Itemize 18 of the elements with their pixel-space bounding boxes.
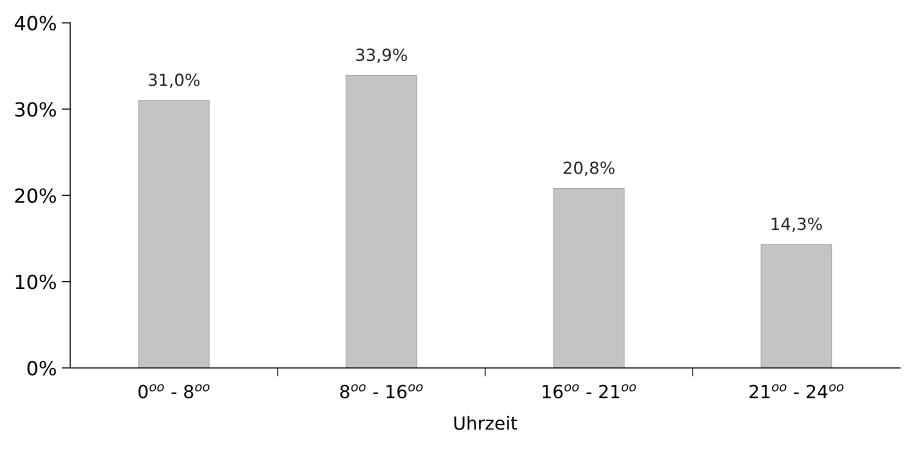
bar bbox=[346, 75, 418, 368]
y-tick-label: 20% bbox=[15, 188, 56, 204]
data-label: 33,9% bbox=[356, 48, 407, 63]
y-tick-label: 30% bbox=[15, 102, 56, 117]
x-tick-label: 8$^{oo}$ - 16$^{oo}$ bbox=[340, 384, 423, 398]
data-label: 14,3% bbox=[772, 218, 822, 232]
bar bbox=[553, 188, 625, 368]
x-tick-label: 21$^{oo}$ - 24$^{oo}$ bbox=[750, 384, 844, 398]
x-tick-label: 0$^{oo}$ - 8$^{oo}$ bbox=[138, 384, 210, 398]
bar bbox=[760, 244, 832, 368]
y-tick-label: 0% bbox=[27, 360, 56, 376]
y-tick-label: 10% bbox=[16, 274, 56, 290]
x-tick-label: 16$^{oo}$ - 21$^{oo}$ bbox=[542, 384, 636, 398]
x-axis-title: Uhrzeit bbox=[454, 416, 518, 430]
bar bbox=[138, 100, 210, 368]
y-tick-label: 40% bbox=[14, 16, 56, 31]
data-label: 20,8% bbox=[564, 162, 614, 176]
data-label: 31,0% bbox=[148, 74, 200, 88]
